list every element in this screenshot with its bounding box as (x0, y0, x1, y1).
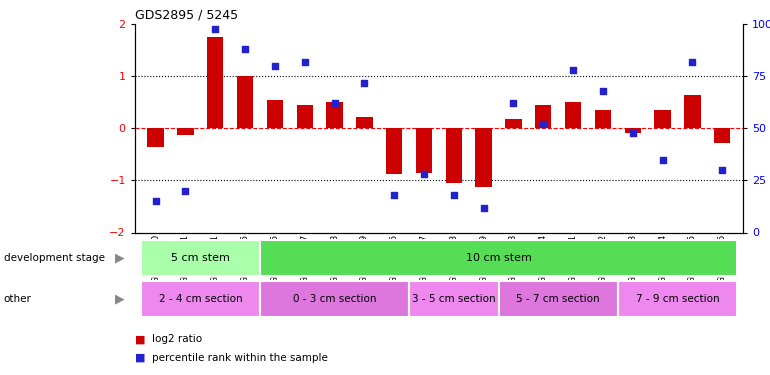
Point (627, 130, 639, 136)
Point (328, 100, 340, 106)
Text: 7 - 9 cm section: 7 - 9 cm section (636, 294, 719, 304)
Point (209, 26, 222, 32)
Bar (446, 128, 462, 183)
Bar (416, 128, 432, 172)
Point (597, 88, 609, 94)
Text: ▶: ▶ (115, 252, 124, 264)
Bar (326, 102, 343, 128)
Bar (685, 94, 701, 128)
Bar (654, 110, 671, 128)
Bar (141, 240, 260, 276)
Bar (594, 110, 611, 128)
Bar (565, 102, 581, 128)
Bar (237, 76, 253, 128)
Point (358, 80, 370, 86)
Bar (409, 281, 498, 317)
Text: 5 - 7 cm section: 5 - 7 cm section (517, 294, 600, 304)
Text: 10 cm stem: 10 cm stem (466, 253, 531, 263)
Bar (505, 119, 521, 128)
Point (239, 46, 251, 53)
Bar (618, 281, 737, 317)
Text: ▶: ▶ (115, 293, 124, 306)
Point (537, 121, 550, 127)
Bar (207, 38, 223, 128)
Bar (177, 128, 193, 135)
Text: other: other (4, 294, 32, 304)
Text: ■: ■ (135, 334, 146, 344)
Text: 0 - 3 cm section: 0 - 3 cm section (293, 294, 377, 304)
Point (418, 171, 430, 177)
Bar (498, 281, 618, 317)
Bar (296, 105, 313, 128)
Point (149, 198, 162, 204)
Text: ■: ■ (135, 353, 146, 363)
Bar (535, 105, 551, 128)
Bar (260, 281, 409, 317)
Point (567, 67, 579, 73)
Text: 5 cm stem: 5 cm stem (171, 253, 229, 263)
Bar (141, 281, 260, 317)
Point (716, 167, 728, 173)
Text: percentile rank within the sample: percentile rank within the sample (152, 353, 327, 363)
Bar (266, 100, 283, 128)
Bar (624, 128, 641, 133)
Text: development stage: development stage (4, 253, 105, 263)
Point (179, 188, 192, 194)
Text: log2 ratio: log2 ratio (152, 334, 202, 344)
Bar (147, 128, 164, 147)
Bar (357, 117, 373, 128)
Point (477, 204, 490, 210)
Point (269, 63, 281, 69)
Point (656, 157, 668, 163)
Bar (260, 240, 737, 276)
Point (299, 59, 311, 65)
Bar (386, 128, 403, 174)
Point (447, 192, 460, 198)
Bar (475, 128, 492, 187)
Point (388, 192, 400, 198)
Point (507, 100, 520, 106)
Text: 2 - 4 cm section: 2 - 4 cm section (159, 294, 242, 304)
Bar (714, 128, 731, 143)
Text: 3 - 5 cm section: 3 - 5 cm section (412, 294, 496, 304)
Point (686, 59, 698, 65)
Text: GDS2895 / 5245: GDS2895 / 5245 (135, 8, 238, 21)
